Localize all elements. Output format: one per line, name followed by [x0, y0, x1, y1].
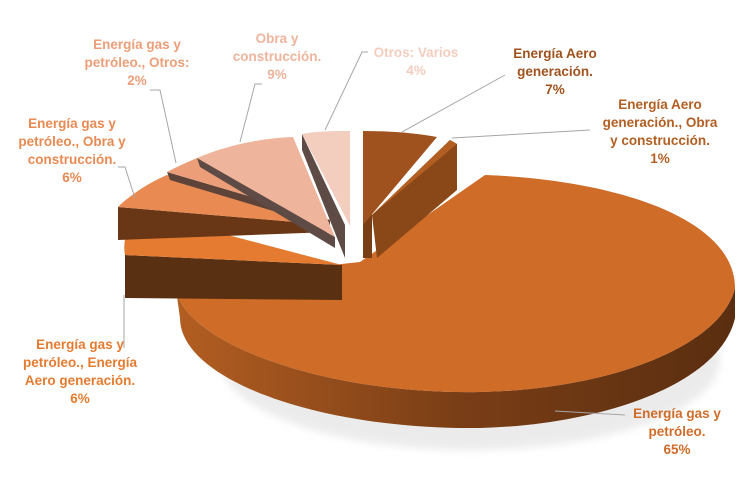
leader-lines: [118, 51, 626, 416]
label-aero: Energía Aero generación. 7%: [513, 46, 597, 97]
label-gas-obra: Energía gas y petróleo., Obra y construcci…: [18, 116, 126, 185]
slice-gas-aero-side: [125, 255, 342, 300]
slice-aero-obra-side: [372, 140, 457, 258]
label-otros: Otros: Varios 4%: [373, 45, 459, 78]
slice-obra-side: [197, 158, 335, 248]
slice-otros-side: [302, 134, 345, 258]
slice-aero-obra-top[interactable]: [372, 140, 457, 215]
slice-obra-top[interactable]: [197, 137, 335, 237]
label-gas: Energía gas y petróleo. 65%: [633, 406, 721, 457]
label-gas-aero: Energía gas y petróleo., Energía Aero gene…: [22, 337, 138, 406]
label-aero-obra: Energía Aero generación., Obra y construcc…: [602, 97, 718, 166]
slice-otros-top[interactable]: [302, 131, 350, 226]
label-obra: Obra y construcción. 9%: [232, 31, 322, 82]
slice-gas-top[interactable]: [175, 175, 735, 393]
slice-gas-side: [175, 282, 735, 429]
slice-aero-top[interactable]: [363, 131, 437, 225]
label-gas-otros: Energía gas y petróleo., Otros: 2%: [84, 37, 190, 88]
slice-gas-obra-side: [118, 207, 330, 240]
